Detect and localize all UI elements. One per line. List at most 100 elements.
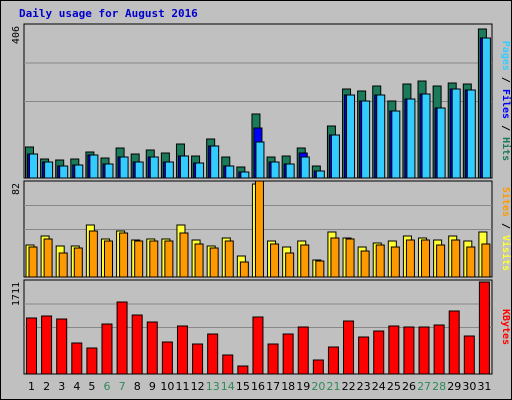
bar-kbytes-day-25 (388, 325, 400, 375)
bar-kbytes-day-7 (116, 301, 128, 375)
bar-kbytes-day-30 (463, 335, 475, 375)
legend-sites-visits-part-2: / (500, 217, 511, 235)
bar-kbytes-day-29 (448, 310, 460, 375)
x-label-day-30: 30 (462, 380, 476, 393)
bar-sites-day-25 (390, 246, 400, 278)
bar-pages-day-16 (255, 141, 265, 179)
bar-kbytes-day-15 (237, 365, 249, 375)
legend-sites-visits-part-1: Sites (500, 187, 512, 217)
bar-kbytes-day-5 (86, 347, 98, 375)
bar-sites-day-29 (451, 239, 461, 278)
x-label-day-19: 19 (296, 380, 310, 393)
bar-kbytes-day-4 (71, 342, 83, 375)
bar-pages-day-19 (300, 156, 310, 179)
bar-kbytes-day-20 (312, 359, 324, 375)
bar-kbytes-day-6 (101, 323, 113, 375)
x-label-day-14: 14 (221, 380, 235, 393)
bar-kbytes-day-1 (26, 317, 37, 375)
bar-pages-day-11 (179, 155, 189, 179)
bar-kbytes-day-17 (267, 343, 279, 375)
bar-pages-day-5 (89, 154, 99, 179)
bar-pages-day-10 (164, 161, 174, 179)
x-label-day-22: 22 (342, 380, 356, 393)
bar-pages-day-14 (225, 165, 235, 179)
bar-sites-day-23 (360, 250, 370, 278)
x-label-day-1: 1 (28, 380, 35, 393)
bar-pages-day-2 (44, 161, 54, 179)
bar-sites-day-10 (164, 240, 174, 278)
bar-sites-day-17 (270, 243, 280, 278)
x-label-day-7: 7 (119, 380, 126, 393)
bar-kbytes-day-28 (433, 324, 445, 375)
bar-pages-day-27 (421, 93, 431, 179)
x-label-day-15: 15 (236, 380, 250, 393)
bar-sites-day-19 (300, 244, 310, 278)
bar-pages-day-20 (315, 170, 325, 179)
bar-kbytes-day-14 (222, 354, 234, 375)
bar-pages-day-12 (195, 162, 205, 179)
bar-sites-day-7 (119, 232, 129, 278)
x-label-day-23: 23 (357, 380, 371, 393)
y-max-label-visits: 82 (11, 183, 22, 195)
bar-pages-day-22 (346, 94, 356, 179)
x-label-day-10: 10 (160, 380, 174, 393)
x-label-day-8: 8 (134, 380, 141, 393)
bar-kbytes-day-10 (161, 341, 173, 375)
legend-pages-files-hits-part-3: Files (500, 89, 512, 119)
bar-pages-day-9 (149, 156, 159, 179)
bar-kbytes-day-13 (207, 333, 219, 375)
x-label-day-25: 25 (387, 380, 401, 393)
legend-sites-visits-part-3: Visits (500, 235, 512, 271)
bar-pages-day-7 (119, 156, 129, 179)
x-label-day-6: 6 (104, 380, 111, 393)
bar-sites-day-28 (436, 244, 446, 278)
bar-kbytes-day-16 (252, 316, 264, 375)
bar-kbytes-day-3 (56, 318, 68, 375)
x-label-day-20: 20 (311, 380, 325, 393)
bar-kbytes-day-8 (131, 314, 143, 375)
bar-kbytes-day-24 (373, 330, 385, 375)
x-label-day-28: 28 (432, 380, 446, 393)
bar-pages-day-1 (29, 153, 38, 179)
bar-pages-day-8 (134, 161, 144, 179)
bar-pages-day-28 (436, 107, 446, 179)
x-label-day-4: 4 (73, 380, 80, 393)
bar-sites-day-14 (224, 240, 234, 278)
bar-sites-day-18 (285, 252, 295, 278)
bar-sites-day-1 (28, 246, 38, 278)
bar-pages-day-26 (406, 98, 416, 179)
x-label-day-26: 26 (402, 380, 416, 393)
bar-pages-day-25 (391, 110, 401, 179)
bar-kbytes-day-11 (176, 325, 188, 375)
bar-sites-day-13 (209, 247, 219, 278)
bar-pages-day-30 (466, 89, 476, 179)
bar-sites-day-22 (345, 238, 355, 278)
legend-kbytes-part-1: KBytes (500, 309, 511, 345)
bar-sites-day-24 (375, 244, 385, 278)
bar-kbytes-day-26 (403, 326, 415, 375)
x-label-day-11: 11 (176, 380, 190, 393)
x-label-day-21: 21 (326, 380, 340, 393)
bar-pages-day-23 (361, 100, 371, 179)
bar-kbytes-day-19 (297, 326, 309, 375)
bar-sites-day-4 (73, 247, 83, 278)
bar-pages-day-18 (285, 163, 295, 179)
x-label-day-27: 27 (417, 380, 431, 393)
bar-sites-day-20 (315, 260, 325, 278)
bar-kbytes-day-18 (282, 333, 294, 375)
bar-sites-day-2 (43, 238, 53, 278)
legend-pages-files-hits-part-1: Pages (500, 41, 511, 71)
bar-kbytes-day-21 (327, 346, 339, 375)
bar-pages-day-6 (104, 163, 114, 179)
bar-kbytes-day-9 (146, 321, 158, 375)
x-label-day-13: 13 (206, 380, 220, 393)
x-label-day-5: 5 (88, 380, 95, 393)
bar-sites-day-9 (149, 240, 159, 278)
bar-kbytes-day-22 (343, 320, 355, 375)
x-label-day-3: 3 (58, 380, 65, 393)
legend-pages-files-hits: Pages / Files / Hits (500, 41, 512, 161)
x-label-day-2: 2 (43, 380, 50, 393)
bar-sites-day-5 (88, 230, 98, 278)
bar-kbytes-day-27 (418, 326, 430, 375)
